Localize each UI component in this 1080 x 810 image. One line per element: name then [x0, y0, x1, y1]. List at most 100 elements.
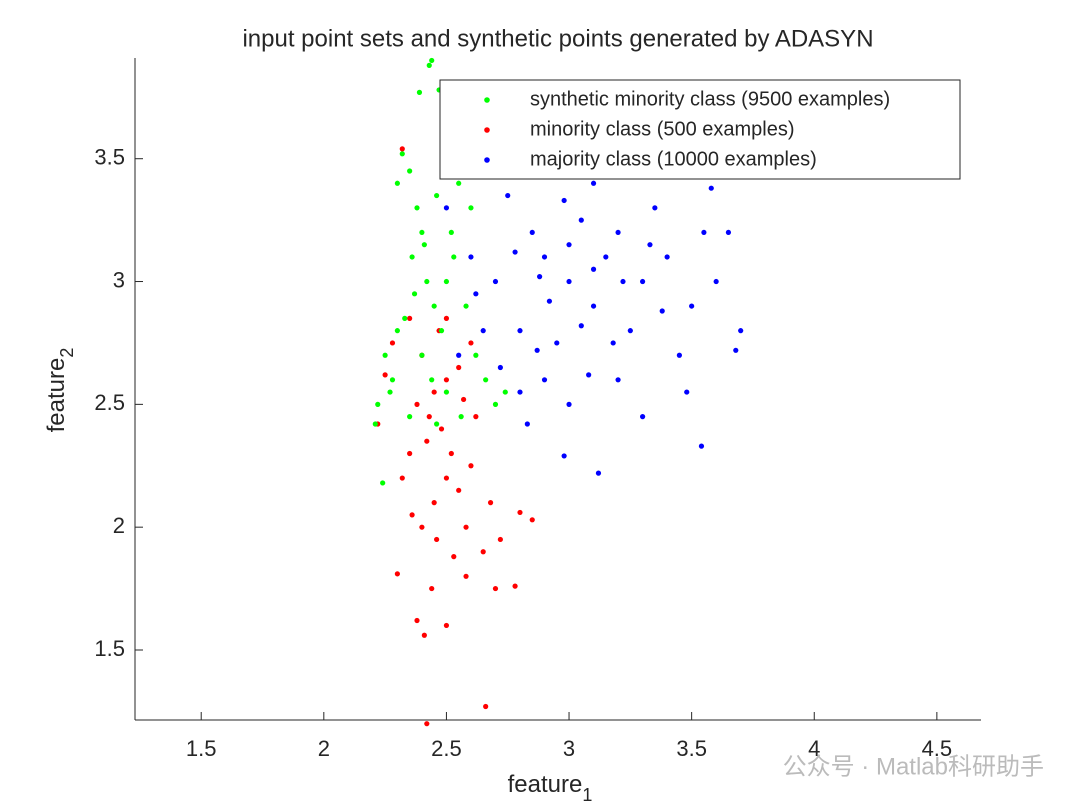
- point: [394, 328, 400, 334]
- y-axis-label: feature2: [43, 348, 76, 433]
- point: [443, 622, 450, 629]
- x-tick-label: 1.5: [186, 736, 217, 761]
- point: [409, 512, 415, 518]
- point: [610, 340, 616, 346]
- point: [456, 364, 462, 371]
- point: [463, 303, 469, 309]
- point: [456, 352, 462, 358]
- point: [419, 229, 425, 236]
- point: [448, 229, 454, 236]
- point: [389, 377, 396, 383]
- point: [517, 389, 523, 395]
- point: [411, 291, 418, 297]
- point: [487, 500, 494, 506]
- y-tick-label: 1.5: [94, 636, 125, 661]
- y-tick-label: 3: [113, 267, 125, 292]
- point: [424, 721, 430, 727]
- point: [713, 278, 719, 285]
- legend-marker: [484, 127, 490, 133]
- y-label-text: feature: [43, 358, 70, 433]
- point: [473, 414, 479, 420]
- point: [438, 426, 445, 432]
- point: [443, 278, 450, 285]
- point: [375, 401, 381, 407]
- point: [534, 347, 540, 353]
- point: [541, 254, 548, 260]
- point: [387, 389, 393, 395]
- point: [407, 414, 413, 420]
- point: [458, 414, 464, 420]
- point: [407, 315, 413, 321]
- y-tick-label: 3.5: [94, 145, 125, 170]
- point: [537, 274, 543, 280]
- point: [416, 89, 423, 95]
- point: [640, 414, 646, 420]
- point: [512, 249, 518, 255]
- x-label-subscript: 1: [582, 785, 592, 805]
- point: [451, 554, 457, 560]
- point: [468, 463, 474, 469]
- point: [512, 583, 518, 589]
- point: [603, 254, 609, 260]
- legend: synthetic minority class (9500 examples)…: [439, 79, 961, 180]
- point: [419, 524, 425, 530]
- point: [497, 536, 503, 543]
- point: [419, 352, 425, 358]
- point: [698, 443, 705, 449]
- point: [689, 303, 695, 309]
- point: [414, 617, 420, 624]
- point: [684, 389, 690, 395]
- point: [399, 475, 405, 481]
- point: [443, 389, 450, 395]
- watermark: 公众号 · Matlab科研助手: [783, 753, 1044, 780]
- point: [409, 254, 415, 260]
- point: [399, 146, 405, 152]
- point: [426, 62, 432, 68]
- point: [394, 180, 400, 186]
- point: [561, 197, 567, 204]
- point: [426, 414, 432, 420]
- point: [480, 328, 486, 334]
- point: [566, 401, 572, 407]
- point: [407, 450, 413, 457]
- point: [443, 377, 450, 383]
- legend-marker: [484, 97, 490, 103]
- point: [725, 229, 732, 236]
- point: [434, 536, 440, 543]
- point: [541, 377, 548, 383]
- point: [473, 352, 479, 358]
- x-tick-label: 2.5: [431, 736, 462, 761]
- point: [438, 328, 445, 334]
- point: [421, 632, 427, 638]
- point: [640, 278, 646, 285]
- point: [480, 549, 486, 555]
- point: [524, 421, 530, 427]
- point: [443, 475, 450, 481]
- point: [473, 291, 479, 297]
- point: [429, 57, 435, 64]
- point: [456, 487, 462, 493]
- point: [483, 703, 489, 710]
- point: [502, 389, 508, 395]
- point: [505, 192, 511, 199]
- x-label-text: feature: [508, 771, 583, 798]
- point: [492, 401, 499, 407]
- point: [431, 303, 437, 309]
- point: [380, 480, 386, 486]
- point: [424, 438, 430, 444]
- point: [448, 450, 454, 457]
- point: [429, 585, 435, 592]
- point: [399, 151, 405, 157]
- point: [708, 185, 714, 191]
- point: [676, 352, 682, 358]
- point: [497, 364, 503, 371]
- point: [468, 205, 474, 211]
- point: [414, 205, 420, 211]
- legend-box: [439, 79, 961, 180]
- legend-label: minority class (500 examples): [530, 118, 795, 140]
- legend-label: majority class (10000 examples): [530, 148, 817, 170]
- point: [738, 328, 744, 334]
- point: [429, 377, 435, 383]
- point: [402, 315, 408, 321]
